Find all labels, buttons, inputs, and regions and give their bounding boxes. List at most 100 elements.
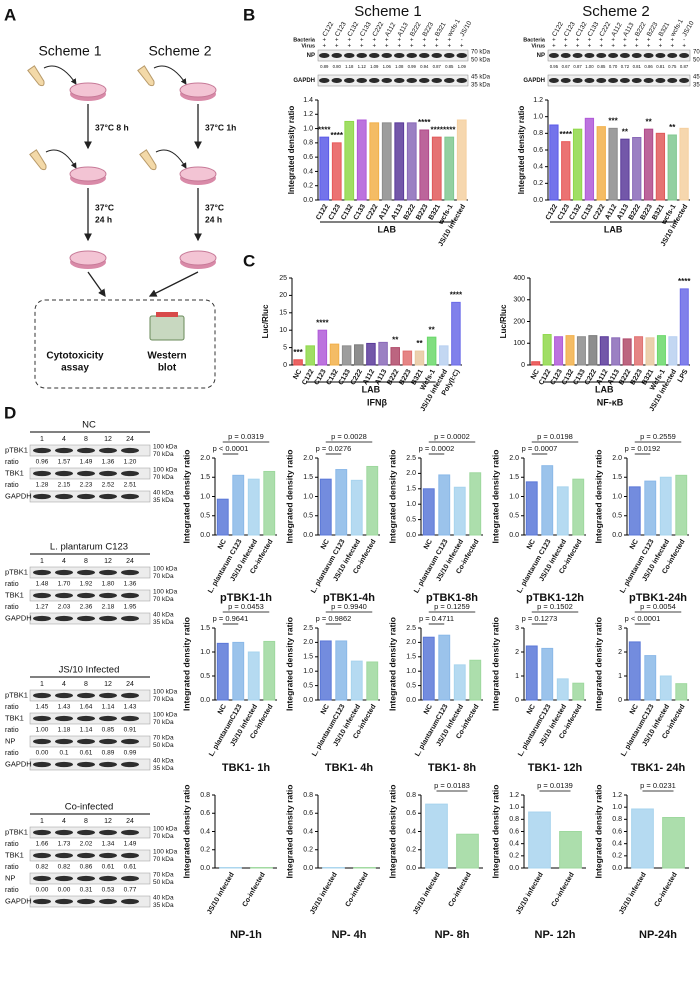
blot-band (77, 493, 95, 500)
p-value: p < 0.0001 (625, 614, 661, 623)
y-axis-label: Integrated density ratio (181, 450, 191, 544)
y-axis-label: Luc/Rluc (499, 304, 508, 338)
kda-marker: 50 kDa (153, 742, 174, 749)
y-axis-label: Integrated density ratio (284, 450, 294, 544)
y-tick-label: 0.2 (533, 180, 543, 187)
blot-band (548, 78, 559, 83)
y-tick-label: 1.5 (612, 474, 622, 481)
sign: + (576, 44, 580, 50)
tube (137, 65, 155, 87)
sign: + (410, 38, 414, 44)
blot-band (560, 53, 571, 58)
blot-row-label: GAPDH (5, 613, 32, 622)
ratio: 1.34 (102, 841, 115, 848)
bar (350, 660, 363, 701)
blot-band (33, 569, 51, 576)
timepoint: 4 (62, 681, 66, 688)
ratio: 1.27 (36, 604, 49, 611)
kda-marker: 100 kDa (153, 467, 178, 474)
blot-lid (156, 312, 178, 317)
ratio: 0.00 (36, 750, 49, 757)
timepoint: 24 (126, 681, 134, 688)
y-tick-label: 1.2 (533, 97, 543, 104)
blot-row-label: pTBK1 (5, 567, 28, 576)
blot-band (655, 53, 666, 58)
sign: + (647, 38, 651, 44)
bar (628, 486, 641, 536)
blot-band (667, 78, 678, 83)
bar (232, 641, 245, 701)
blot-band (77, 447, 95, 454)
blot-row-label: TBK1 (5, 590, 24, 599)
blot-band (584, 53, 595, 58)
blot-band (99, 692, 117, 699)
y-tick-label: 1.5 (406, 486, 416, 493)
ratio: 2.15 (58, 482, 71, 489)
panel-label: A (4, 5, 16, 24)
blot-band (456, 78, 467, 83)
blot-band (444, 53, 455, 58)
bar (469, 472, 482, 536)
y-axis-label: Luc/Rluc (261, 304, 270, 338)
sign: + (588, 38, 592, 44)
chart-title: NP-24h (639, 929, 677, 941)
bar (406, 122, 417, 201)
y-tick-label: 2.0 (406, 639, 416, 646)
bar (293, 359, 303, 366)
ratio: 1.00 (585, 64, 594, 69)
sign: + (322, 44, 326, 50)
kda-marker: 100 kDa (153, 444, 178, 451)
blot-band (319, 53, 330, 58)
y-tick-label: 1.5 (303, 474, 313, 481)
blot-band (667, 53, 678, 58)
p-value: p = 0.0231 (640, 781, 676, 790)
blot-row-label: NP (537, 53, 545, 59)
step: 37°C (205, 202, 224, 212)
sign: + (659, 44, 663, 50)
ratio: 1.57 (58, 459, 71, 466)
x-tick-label: JS/10 infected (412, 871, 442, 915)
y-tick-label: 0.6 (200, 810, 210, 817)
y-tick-label: 0.2 (406, 847, 416, 854)
y-tick-label: 2.5 (406, 455, 416, 462)
blot-band (121, 761, 139, 768)
bar (675, 474, 688, 536)
blot-column-label: B222 (409, 21, 423, 38)
kda-marker: 35 kDa (153, 765, 174, 772)
blot-group-title: NC (82, 420, 96, 431)
ratio: 0.81 (633, 64, 642, 69)
sign: + (435, 44, 439, 50)
timepoint: 4 (62, 558, 66, 565)
y-axis-label: Integrated density ratio (387, 785, 397, 879)
y-tick-label: 400 (513, 275, 525, 282)
bar (247, 478, 260, 536)
kda-marker: 40 kDa (153, 895, 174, 902)
y-tick-label: 2.0 (509, 455, 519, 462)
y-tick-label: 1.0 (406, 501, 416, 508)
step: 37°C (95, 202, 114, 212)
y-tick-label: 0.6 (612, 828, 622, 835)
ratio: 0.86 (644, 64, 653, 69)
blot-row-label: GAPDH (5, 896, 32, 905)
bar (344, 120, 355, 201)
blot-band (77, 738, 95, 745)
blot-column-label: A112 (384, 21, 398, 38)
timepoint: 12 (104, 818, 112, 825)
sign: + (599, 38, 603, 44)
bar (263, 470, 276, 536)
x-tick-label: Co-infected (654, 871, 679, 908)
kda-marker: 45 kDa (471, 75, 491, 81)
significance: *** (293, 348, 303, 357)
y-tick-label: 0.4 (303, 168, 313, 175)
x-tick-label: Co-infected (448, 871, 473, 908)
step: 24 h (205, 214, 222, 224)
x-tick-label: Co-infected (242, 871, 267, 908)
x-tick-label: JS/10 infected (309, 871, 339, 915)
blot-group-title: Co-infected (65, 802, 114, 813)
ratio: 0.99 (408, 64, 417, 69)
blot-band (121, 738, 139, 745)
y-tick-label: 1.2 (303, 111, 313, 118)
blot-band (33, 738, 51, 745)
significance: ** (622, 127, 629, 136)
ratio: 2.52 (102, 482, 115, 489)
